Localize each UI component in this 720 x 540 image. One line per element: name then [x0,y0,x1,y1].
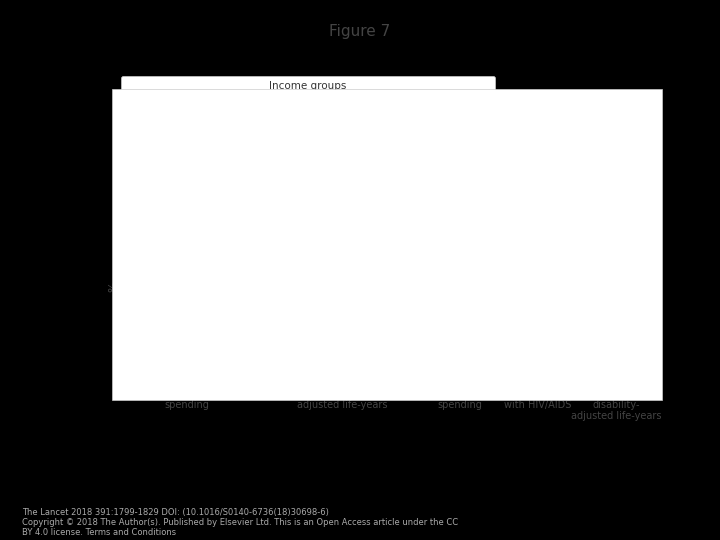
Bar [318,272,368,356]
Legend: High-income countries, Lower-middle-income countries, Upper middle-income countr: High-income countries, Lower-middle-inco… [121,76,495,122]
Bar [318,216,368,272]
Bar [161,191,212,318]
Bar [590,320,642,383]
Bar [590,199,642,241]
Bar [513,262,563,326]
Bar [239,191,290,222]
Text: Figure 7: Figure 7 [329,24,391,39]
Bar [161,318,212,370]
Bar [434,256,485,312]
Bar [434,350,485,383]
Bar [239,289,290,366]
Bar [318,191,368,216]
Bar [434,312,485,350]
Bar [513,208,563,262]
Bar [239,222,290,289]
Bar [590,241,642,320]
Bar [513,191,563,208]
Bar [161,370,212,381]
Bar [590,191,642,199]
Y-axis label: %: % [109,282,118,293]
Bar [239,366,290,383]
Bar [318,356,368,383]
Bar [513,326,563,383]
Bar [434,191,485,256]
Bar [161,381,212,383]
Text: The Lancet 2018 391:1799-1829 DOI: (10.1016/S0140-6736(18)30698-6)
Copyright © 2: The Lancet 2018 391:1799-1829 DOI: (10.1… [22,508,458,537]
